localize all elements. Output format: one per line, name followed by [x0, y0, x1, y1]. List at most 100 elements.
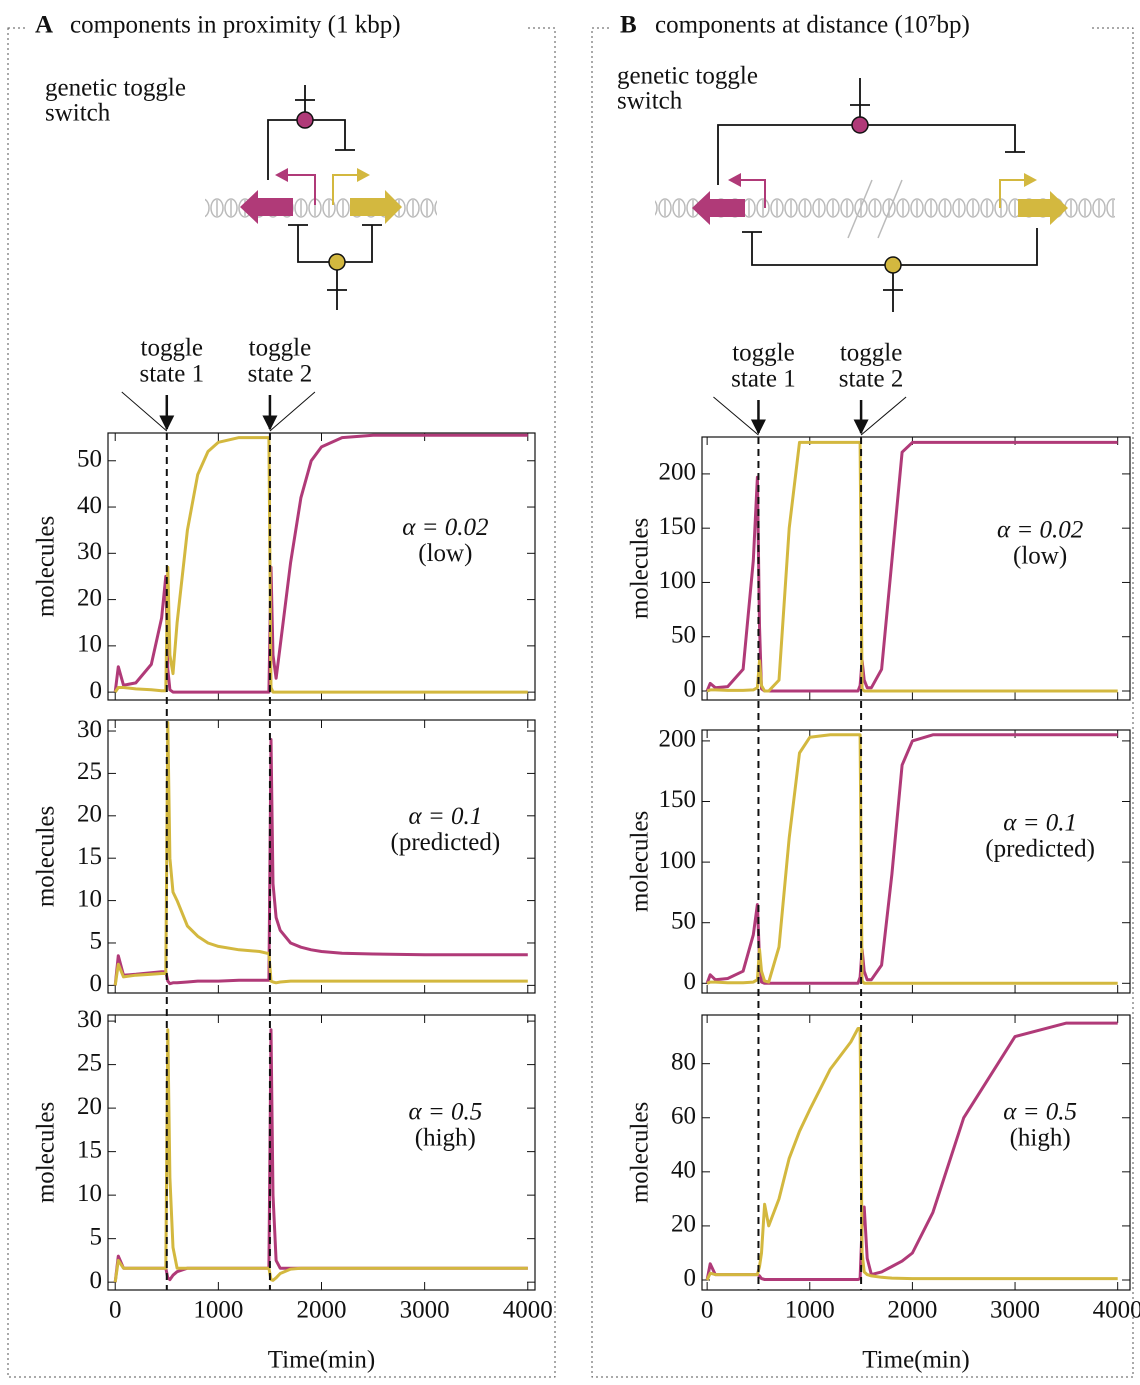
toggle-label: toggle [249, 335, 312, 362]
annotation: α = 0.02 [402, 514, 488, 541]
toggle-label: toggle [141, 335, 204, 362]
toggle-label: toggle [732, 340, 795, 367]
pointer-line [121, 391, 168, 432]
data-line [113, 721, 528, 986]
y-tick-label: 200 [659, 726, 697, 753]
annotation: (predicted) [985, 835, 1095, 862]
diagram-label: genetic toggle [617, 63, 758, 90]
annotation: (predicted) [391, 829, 501, 856]
data-line [113, 738, 528, 986]
panel-frame [7, 27, 556, 1378]
y-tick-label: 200 [659, 459, 697, 486]
plot-frame [107, 1014, 536, 1291]
x-tick-label: 0 [701, 1297, 714, 1324]
x-axis-label: Time(min) [862, 1347, 969, 1374]
x-tick-label: 0 [109, 1297, 122, 1324]
title-backdrop [612, 10, 1092, 44]
data-line [113, 433, 528, 694]
panel-title: components at distance (10⁷bp) [655, 12, 970, 39]
toggle-label: toggle [840, 340, 903, 367]
plot-frame [701, 729, 1131, 994]
toggle-label: state 1 [140, 361, 205, 388]
panel-label: A [35, 12, 53, 39]
data-line [113, 1028, 528, 1283]
y-tick-label: 0 [684, 968, 697, 995]
annotation: α = 0.1 [1003, 809, 1077, 836]
x-axis-label: Time(min) [268, 1347, 375, 1374]
annotation: (low) [418, 540, 472, 567]
y-tick-label: 30 [77, 538, 102, 565]
y-tick-label: 150 [659, 513, 697, 540]
y-tick-label: 20 [77, 584, 102, 611]
data-line [113, 436, 528, 694]
data-line [706, 440, 1118, 693]
data-line [705, 1027, 1118, 1281]
x-tick-label: 4000 [503, 1297, 553, 1324]
x-tick-label: 2000 [297, 1297, 347, 1324]
toggle-label: state 2 [248, 361, 313, 388]
toggle-label: state 2 [839, 366, 904, 393]
y-tick-label: 100 [659, 847, 697, 874]
plot-frame [701, 436, 1131, 701]
y-tick-label: 0 [90, 677, 103, 704]
x-tick-label: 3000 [400, 1297, 450, 1324]
plot-frame [107, 432, 536, 701]
y-tick-label: 10 [77, 1180, 102, 1207]
plot-frame [701, 1014, 1131, 1291]
x-tick-label: 4000 [1093, 1297, 1140, 1324]
y-tick-label: 150 [659, 786, 697, 813]
y-axis-label: molecules [627, 518, 654, 619]
y-tick-label: 50 [671, 907, 696, 934]
annotation: α = 0.5 [1003, 1099, 1077, 1126]
y-tick-label: 10 [77, 885, 102, 912]
annotation: (low) [1013, 542, 1067, 569]
y-tick-label: 5 [90, 928, 103, 955]
y-tick-label: 20 [77, 1093, 102, 1120]
y-tick-label: 30 [77, 1006, 102, 1033]
y-tick-label: 100 [659, 567, 697, 594]
x-tick-label: 3000 [990, 1297, 1040, 1324]
y-axis-label: molecules [33, 516, 60, 617]
pointer-line [269, 391, 316, 432]
x-tick-label: 1000 [193, 1297, 243, 1324]
y-tick-label: 20 [671, 1211, 696, 1238]
toggle-diagram [205, 85, 437, 310]
y-tick-label: 40 [77, 492, 102, 519]
y-tick-label: 25 [77, 1049, 102, 1076]
y-tick-label: 0 [90, 1267, 103, 1294]
title-backdrop [28, 10, 528, 44]
pointer-line [713, 396, 759, 436]
y-tick-label: 0 [90, 970, 103, 997]
y-tick-label: 5 [90, 1223, 103, 1250]
annotation: α = 0.02 [997, 516, 1083, 543]
y-tick-label: 20 [77, 801, 102, 828]
diagram-label: genetic toggle [45, 75, 186, 102]
pointer-line [860, 396, 907, 436]
data-line [706, 733, 1118, 985]
diagram-label: switch [617, 88, 683, 115]
y-tick-label: 10 [77, 631, 102, 658]
x-tick-label: 1000 [785, 1297, 835, 1324]
y-tick-label: 40 [671, 1157, 696, 1184]
panel-label: B [620, 12, 637, 39]
data-line [705, 440, 1118, 693]
annotation: α = 0.1 [408, 803, 482, 830]
x-tick-label: 2000 [887, 1297, 937, 1324]
y-tick-label: 25 [77, 758, 102, 785]
annotation: α = 0.5 [408, 1099, 482, 1126]
plot-frame [107, 719, 536, 994]
y-tick-label: 50 [77, 445, 102, 472]
y-tick-label: 50 [671, 621, 696, 648]
annotation: (high) [415, 1125, 476, 1152]
diagram-label: switch [45, 100, 111, 127]
y-tick-label: 30 [77, 716, 102, 743]
y-tick-label: 15 [77, 1136, 102, 1163]
annotation: (high) [1010, 1125, 1071, 1152]
y-tick-label: 0 [684, 676, 697, 703]
y-axis-label: molecules [33, 806, 60, 907]
y-tick-label: 80 [671, 1048, 696, 1075]
y-tick-label: 15 [77, 843, 102, 870]
toggle-label: state 1 [731, 366, 796, 393]
data-line [705, 733, 1118, 985]
